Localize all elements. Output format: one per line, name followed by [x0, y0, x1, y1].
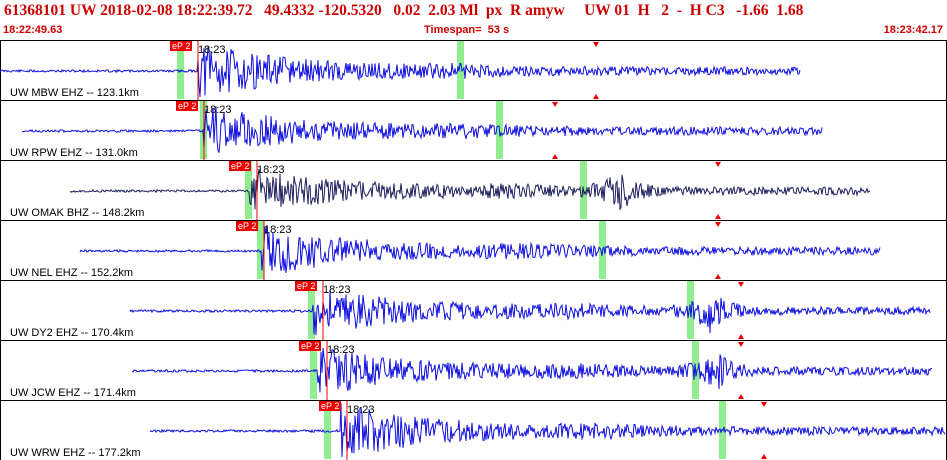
time-cursor-marker [715, 162, 721, 167]
time-cursor-marker [738, 394, 744, 399]
station-label: UW JCW EHZ -- 171.4km [10, 387, 136, 399]
waveform-trace [21, 106, 823, 153]
waveform-trace [69, 168, 871, 211]
time-tick-label: 18:23 [347, 404, 375, 416]
phase-pick-label: eP 2 [238, 221, 256, 231]
phase-pick-label: eP 2 [178, 101, 196, 111]
phase-pick-flag[interactable] [319, 401, 341, 411]
timespan-label: Timespan= [424, 24, 482, 36]
station-label: UW DY2 EHZ -- 170.4km [10, 327, 133, 339]
time-cursor-marker [738, 282, 744, 287]
trace-panel[interactable]: eP 2 18:23 UW WRW EHZ -- 177.2km [0, 400, 947, 460]
waveform-trace [129, 289, 931, 336]
time-cursor-marker [738, 342, 744, 347]
trace-panel[interactable]: eP 2 18:23 UW RPW EHZ -- 131.0km [0, 100, 947, 161]
time-cursor-marker [761, 402, 767, 407]
station-label: UW RPW EHZ -- 131.0km [10, 147, 138, 159]
phase-pick-label: eP 2 [172, 41, 190, 51]
trace-panel[interactable]: eP 2 18:23 UW NEL EHZ -- 152.2km [0, 220, 947, 281]
trace-panel[interactable]: eP 2 18:23 UW MBW EHZ -- 123.1km [0, 40, 947, 101]
phase-pick-flag[interactable] [299, 341, 321, 351]
time-tick-label: 18:23 [198, 44, 226, 56]
phase-window-marker [177, 41, 184, 99]
phase-pick-flag[interactable] [295, 281, 317, 291]
trace-panel[interactable]: eP 2 18:23 UW DY2 EHZ -- 170.4km [0, 280, 947, 341]
time-cursor-marker [715, 274, 721, 279]
time-tick-label: 18:23 [323, 284, 351, 296]
timespan-value: 53 s [487, 24, 510, 36]
station-label: UW NEL EHZ -- 152.2km [10, 267, 133, 279]
time-cursor-marker [715, 214, 721, 219]
window-start-time: 18:22:49.63 [3, 24, 63, 36]
time-cursor-marker [761, 454, 767, 459]
waveform-trace [131, 347, 933, 393]
phase-window-marker [308, 281, 315, 339]
time-cursor-marker [552, 154, 558, 159]
time-cursor-marker [738, 334, 744, 339]
phase-window-marker [457, 41, 464, 99]
phase-pick-label: eP 2 [231, 161, 249, 171]
phase-window-marker [257, 221, 264, 279]
phase-window-marker [245, 161, 252, 219]
waveform-trace [79, 225, 881, 274]
waveform-trace [149, 403, 946, 458]
time-cursor-marker [552, 102, 558, 107]
trace-panel[interactable]: eP 2 18:23 UW OMAK BHZ -- 148.2km [0, 160, 947, 221]
waveform-trace [0, 45, 801, 98]
phase-pick-label: eP 2 [301, 341, 319, 351]
phase-pick-flag[interactable] [236, 221, 258, 231]
time-cursor-marker [593, 94, 599, 99]
phase-pick-flag[interactable] [176, 101, 198, 111]
phase-window-marker [324, 401, 331, 459]
event-summary-line: 61368101 UW 2018-02-08 18:22:39.72 49.43… [4, 2, 804, 19]
station-label: UW WRW EHZ -- 177.2km [10, 447, 141, 459]
timespan-readout: Timespan= 53 s [424, 24, 509, 36]
station-label: UW OMAK BHZ -- 148.2km [10, 207, 144, 219]
time-tick-label: 18:23 [327, 344, 355, 356]
time-tick-label: 18:23 [257, 164, 285, 176]
time-cursor-marker [593, 42, 599, 47]
time-tick-label: 18:23 [204, 104, 232, 116]
station-label: UW MBW EHZ -- 123.1km [10, 87, 139, 99]
event-header: 61368101 UW 2018-02-08 18:22:39.72 49.43… [0, 0, 947, 40]
phase-pick-label: eP 2 [321, 401, 339, 411]
trace-panel[interactable]: eP 2 18:23 UW JCW EHZ -- 171.4km [0, 340, 947, 401]
time-tick-label: 18:23 [264, 224, 292, 236]
phase-pick-flag[interactable] [229, 161, 251, 171]
time-cursor-marker [715, 222, 721, 227]
window-end-time: 18:23:42.17 [883, 24, 943, 36]
phase-pick-label: eP 2 [297, 281, 315, 291]
phase-pick-flag[interactable] [170, 41, 192, 51]
